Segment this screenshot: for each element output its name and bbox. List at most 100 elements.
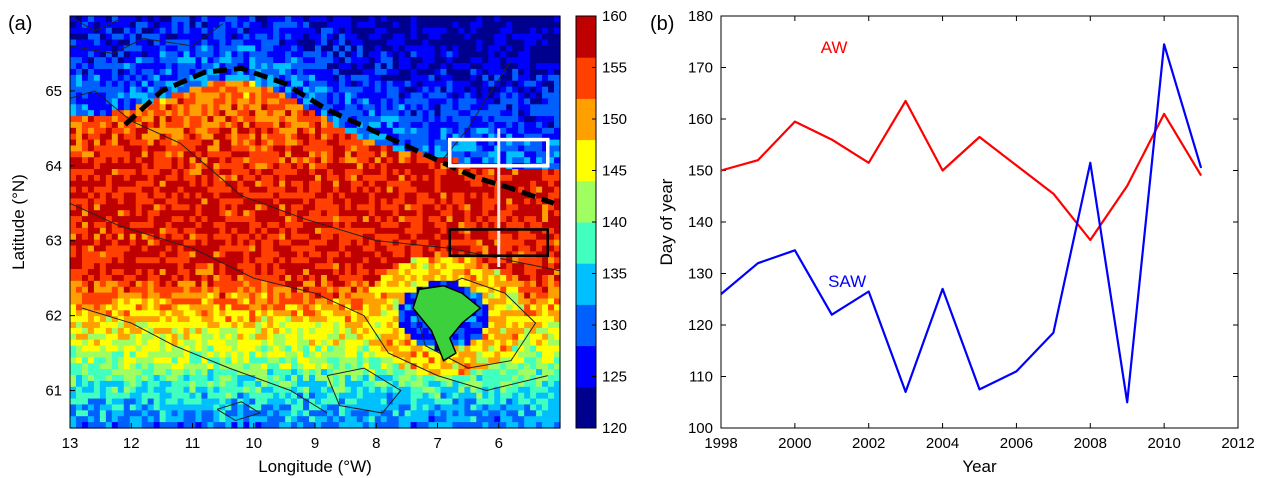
heatmap-cell [422, 327, 430, 335]
heatmap-cell [195, 239, 203, 247]
heatmap-cell [410, 80, 418, 88]
heatmap-cell [70, 333, 77, 341]
heatmap-cell [320, 322, 328, 329]
heatmap-cell [338, 269, 346, 276]
heatmap-cell [338, 27, 346, 35]
heatmap-cell [350, 339, 358, 347]
heatmap-cell [524, 151, 531, 158]
heatmap-cell [255, 263, 262, 270]
heatmap-cell [225, 16, 232, 23]
heatmap-cell [291, 74, 298, 82]
heatmap-cell [386, 316, 394, 323]
heatmap-cell [410, 116, 418, 123]
heatmap-cell [464, 51, 471, 58]
heatmap-cell [297, 163, 304, 170]
heatmap-cell [500, 74, 507, 82]
heatmap-cell [548, 357, 555, 364]
heatmap-cell [147, 157, 155, 164]
heatmap-cell [530, 186, 537, 194]
heatmap-cell [524, 257, 531, 264]
heatmap-cell [153, 227, 161, 235]
heatmap-cell [309, 157, 316, 164]
heatmap-cell [368, 251, 376, 258]
heatmap-cell [195, 333, 203, 341]
heatmap-cell [279, 157, 286, 164]
heatmap-cell [350, 45, 358, 52]
heatmap-cell [213, 45, 220, 52]
heatmap-cell [255, 286, 262, 294]
heatmap-cell [255, 210, 262, 217]
heatmap-cell [117, 286, 125, 294]
heatmap-cell [93, 104, 101, 111]
heatmap-cell [153, 74, 161, 82]
heatmap-cell [111, 157, 119, 164]
heatmap-cell [398, 86, 406, 94]
heatmap-cell [279, 280, 286, 288]
heatmap-cell [201, 280, 209, 288]
heatmap-cell [135, 151, 143, 158]
heatmap-cell [303, 139, 310, 147]
heatmap-cell [422, 51, 430, 58]
heatmap-cell [380, 210, 388, 217]
heatmap-cell [171, 139, 179, 147]
heatmap-cell [530, 157, 537, 164]
heatmap-cell [338, 239, 346, 247]
heatmap-cell [344, 21, 352, 29]
heatmap-cell [111, 169, 119, 176]
heatmap-cell [344, 357, 352, 364]
heatmap-cell [452, 198, 460, 205]
heatmap-cell [189, 16, 197, 23]
heatmap-cell [542, 351, 549, 358]
heatmap-cell [267, 333, 274, 341]
heatmap-cell [243, 186, 250, 194]
heatmap-cell [255, 57, 262, 64]
heatmap-cell [309, 322, 316, 329]
heatmap-cell [500, 257, 507, 264]
heatmap-cell [518, 116, 525, 123]
heatmap-cell [548, 180, 555, 188]
heatmap-cell [93, 239, 101, 247]
heatmap-cell [524, 204, 531, 211]
heatmap-cell [75, 322, 83, 329]
heatmap-cell [189, 133, 197, 141]
heatmap-cell [285, 339, 292, 347]
heatmap-cell [410, 127, 418, 135]
heatmap-cell [129, 339, 137, 347]
heatmap-cell [506, 133, 513, 141]
heatmap-cell [434, 74, 442, 82]
heatmap-cell [207, 151, 215, 158]
heatmap-cell [326, 280, 334, 288]
heatmap-cell [135, 80, 143, 88]
heatmap-cell [261, 116, 268, 123]
heatmap-cell [153, 63, 161, 70]
heatmap-cell [386, 227, 394, 235]
heatmap-cell [111, 151, 119, 158]
heatmap-cell [476, 27, 483, 35]
heatmap-cell [404, 251, 412, 258]
heatmap-cell [380, 357, 388, 364]
heatmap-cell [458, 280, 465, 288]
heatmap-cell [231, 169, 238, 176]
heatmap-cell [159, 298, 167, 305]
heatmap-cell [315, 339, 322, 347]
heatmap-cell [416, 227, 424, 235]
heatmap-cell [255, 316, 262, 323]
heatmap-cell [75, 363, 83, 370]
heatmap-cell [482, 151, 489, 158]
heatmap-cell [249, 180, 256, 188]
heatmap-cell [297, 327, 304, 335]
heatmap-cell [159, 92, 167, 99]
heatmap-cell [362, 198, 370, 205]
heatmap-cell [129, 98, 137, 105]
heatmap-cell [111, 57, 119, 64]
heatmap-cell [494, 327, 501, 335]
heatmap-cell [183, 227, 191, 235]
heatmap-cell [279, 233, 286, 241]
heatmap-cell [93, 21, 101, 29]
heatmap-cell [99, 204, 107, 211]
heatmap-cell [476, 310, 483, 317]
heatmap-cell [554, 286, 561, 294]
heatmap-cell [374, 21, 382, 29]
heatmap-cell [500, 333, 507, 341]
heatmap-cell [386, 257, 394, 264]
